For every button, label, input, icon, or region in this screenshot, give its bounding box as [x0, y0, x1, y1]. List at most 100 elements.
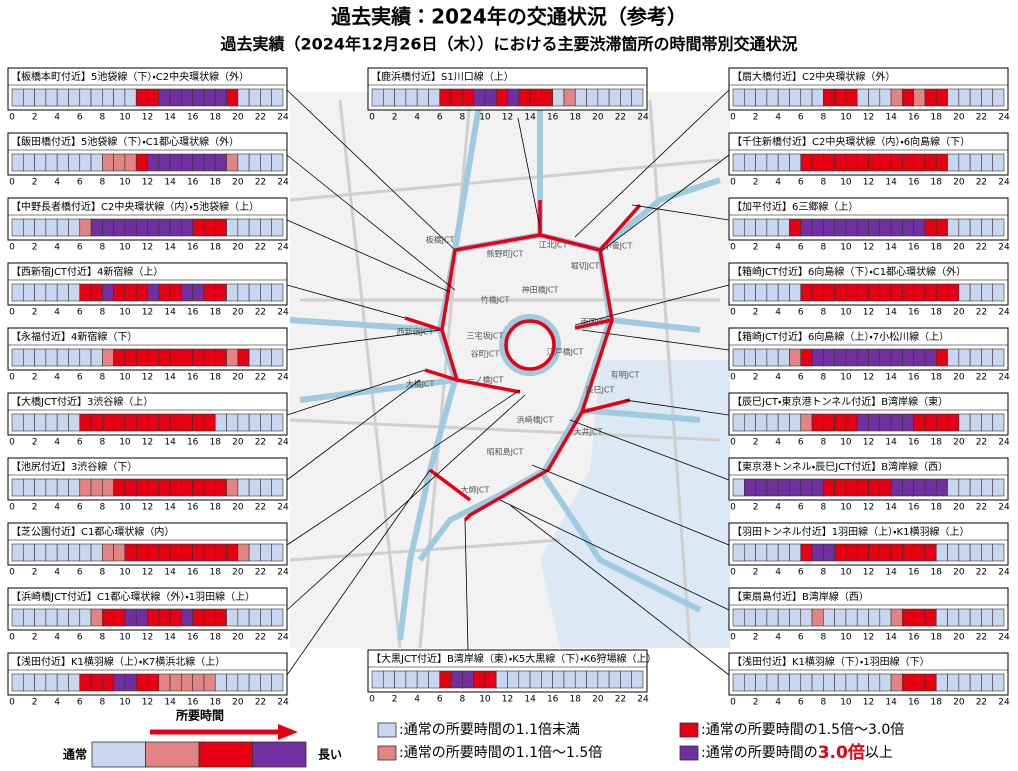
time-cell: [856, 153, 869, 172]
time-cell: [789, 218, 802, 237]
time-cell: [135, 543, 148, 562]
hour-tick-label: 0: [730, 243, 736, 253]
hour-tick-label: 20: [232, 243, 244, 253]
hour-tick-label: 22: [255, 308, 266, 318]
time-cell: [248, 673, 261, 692]
time-cell: [45, 283, 58, 302]
time-cell: [226, 608, 239, 627]
hour-tick-label: 2: [753, 243, 759, 253]
time-cell: [766, 543, 779, 562]
time-cell: [823, 283, 835, 302]
leader-line: [574, 284, 730, 326]
time-cell: [405, 88, 418, 107]
time-cell: [902, 413, 914, 432]
hour-tick-label: 12: [142, 308, 153, 318]
time-cell: [879, 608, 892, 627]
hour-tick-label: 4: [54, 113, 60, 123]
time-cell: [868, 153, 881, 172]
time-cell: [834, 413, 847, 432]
time-cell: [823, 478, 835, 497]
time-cell: [992, 478, 1005, 497]
time-cell: [113, 88, 126, 107]
map-label: 谷町JCT: [471, 350, 500, 359]
hour-tick-label: 18: [570, 695, 582, 705]
time-cell: [913, 218, 926, 237]
time-cell: [981, 543, 994, 562]
panel-label: 【中野長者橋付近】C2中央環状線（内）・5池袋線（上）: [11, 200, 259, 213]
hour-tick-label: 16: [187, 243, 199, 253]
time-cell: [56, 283, 69, 302]
time-cell: [981, 283, 994, 302]
hour-tick-label: 10: [119, 178, 131, 188]
panel-label: 【大橋JCT付近】3渋谷線（上）: [11, 395, 153, 408]
map-label: 江北JCT: [539, 241, 568, 250]
hour-tick-label: 10: [840, 633, 852, 643]
hour-tick-label: 0: [9, 113, 15, 123]
map-label: 大師JCT: [461, 485, 490, 495]
time-cell: [22, 88, 35, 107]
time-cell: [416, 670, 429, 689]
time-cell: [766, 283, 779, 302]
panel-label: 【板橋本町付近】5池袋線（下）・C2中央環状線（外）: [11, 70, 249, 83]
time-cell: [890, 88, 903, 107]
time-cell: [834, 88, 847, 107]
time-cell: [981, 673, 994, 692]
time-cell: [856, 673, 869, 692]
hour-tick-label: 20: [232, 178, 244, 188]
hour-tick-label: 12: [142, 568, 153, 578]
time-cell: [203, 543, 216, 562]
leader-line: [517, 117, 541, 229]
hour-tick-label: 14: [885, 438, 897, 448]
hour-tick-label: 22: [255, 698, 266, 708]
hour-tick-label: 0: [730, 113, 736, 123]
time-cell: [800, 543, 813, 562]
time-cell: [203, 478, 216, 497]
hour-tick-label: 8: [820, 633, 826, 643]
hour-tick-label: 12: [863, 698, 874, 708]
time-cell: [181, 543, 193, 562]
time-cell: [169, 608, 182, 627]
time-cell: [890, 543, 903, 562]
hour-tick-label: 14: [885, 308, 897, 318]
hour-tick-label: 18: [210, 308, 222, 318]
time-cell: [113, 673, 126, 692]
hour-tick-label: 16: [547, 113, 559, 123]
panel: 【池尻付近】3渋谷線（下）0 2 4 6 8 10 12 14 16 18 20 22 24: [7, 457, 289, 513]
time-cell: [22, 543, 35, 562]
time-cell: [868, 673, 881, 692]
map: 板橋JCT 熊野町JCT 江北JCT 小菅JCT 堀切JCT 両国JCT 竹橋J…: [289, 92, 730, 649]
time-cell: [124, 543, 137, 562]
time-cell: [913, 153, 926, 172]
time-cell: [147, 283, 160, 302]
time-cell: [969, 413, 982, 432]
map-label: 熊野町JCT: [487, 249, 524, 259]
hour-tick-label: 20: [953, 308, 965, 318]
time-cell: [856, 608, 869, 627]
hour-tick-label: 12: [863, 503, 874, 513]
hour-tick-label: 6: [77, 438, 83, 448]
time-cell: [192, 153, 205, 172]
time-cell: [789, 478, 802, 497]
leader-line: [509, 504, 730, 676]
time-cell: [102, 153, 114, 172]
hour-tick-label: 14: [885, 373, 897, 383]
hour-tick-label: 8: [820, 373, 826, 383]
time-cell: [924, 283, 937, 302]
bay: [540, 360, 730, 648]
hour-tick-label: 2: [392, 113, 398, 123]
time-cell: [124, 413, 137, 432]
time-cell: [34, 543, 47, 562]
hour-tick-label: 24: [277, 308, 289, 318]
time-cell: [56, 608, 69, 627]
time-cell: [203, 218, 216, 237]
time-cell: [868, 413, 881, 432]
hour-tick-label: 0: [730, 698, 736, 708]
time-cell: [226, 543, 239, 562]
legend: 所要時間 通常 長い :通常の所要時間の1.1倍未満:通常の所要時間の1.1倍～…: [63, 708, 904, 768]
time-cell: [890, 608, 903, 627]
time-cell: [879, 543, 892, 562]
time-cell: [800, 348, 813, 367]
time-cell: [260, 283, 273, 302]
time-cell: [811, 218, 824, 237]
hour-tick-label: 20: [232, 633, 244, 643]
